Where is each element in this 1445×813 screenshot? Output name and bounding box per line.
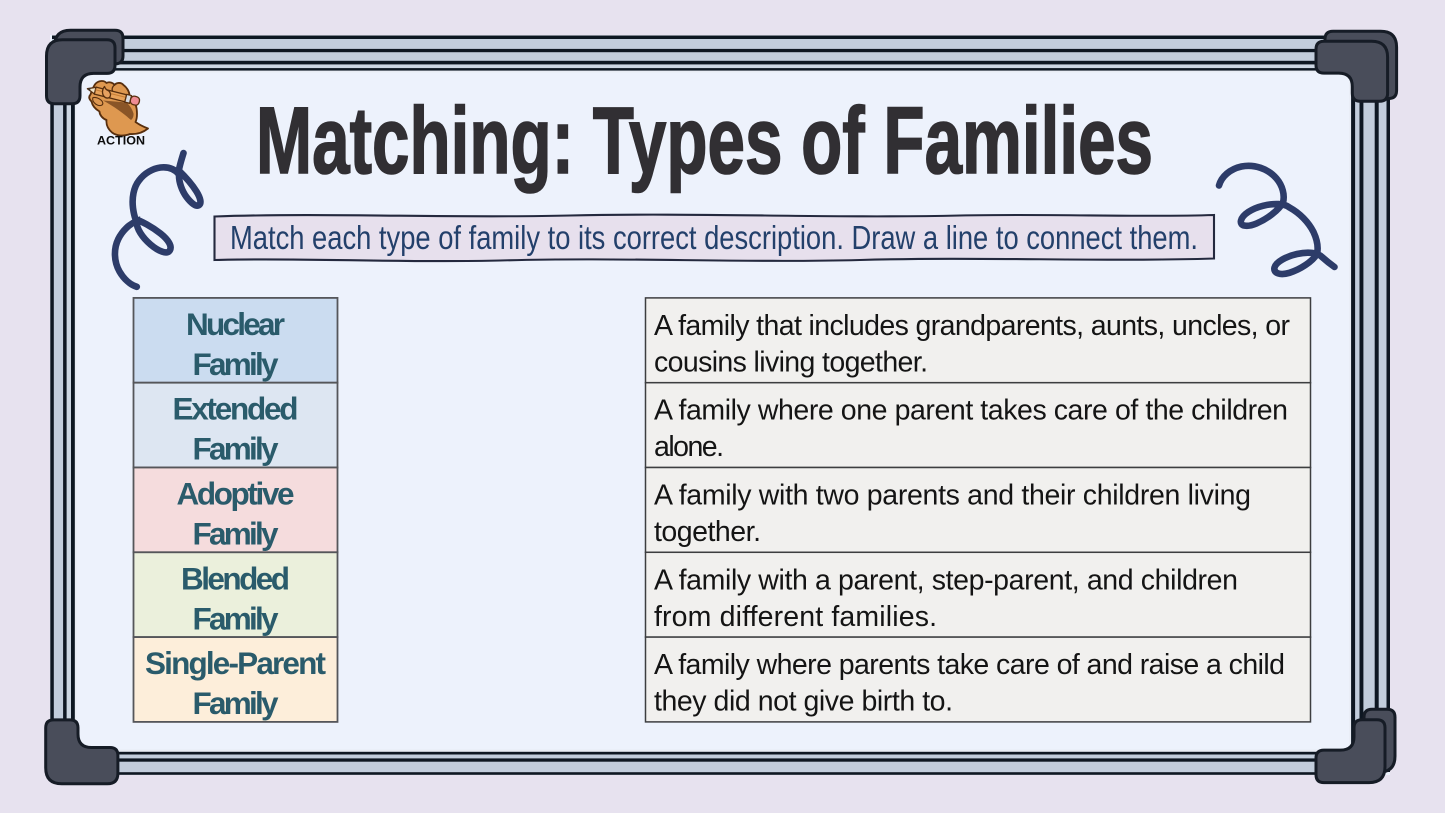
svg-text:A family that includes grandpa: A family that includes grandparents, aun… xyxy=(654,310,1291,342)
svg-text:Family: Family xyxy=(193,516,279,552)
svg-text:cousins living together.: cousins living together. xyxy=(654,346,928,378)
svg-text:Match each type of family to i: Match each type of family to its correct… xyxy=(230,219,1198,256)
svg-text:Single-Parent: Single-Parent xyxy=(145,645,327,681)
svg-text:Adoptive: Adoptive xyxy=(177,476,295,512)
svg-text:alone.: alone. xyxy=(654,431,724,463)
svg-text:Matching: Types of Families: Matching: Types of Families xyxy=(256,88,1153,194)
svg-text:A family where parents take ca: A family where parents take care of and … xyxy=(654,649,1285,681)
svg-text:A family with two parents and: A family with two parents and their chil… xyxy=(654,480,1251,512)
svg-text:from different families.: from different families. xyxy=(654,601,937,633)
svg-text:Family: Family xyxy=(193,346,279,382)
svg-text:they did not give birth to.: they did not give birth to. xyxy=(654,686,953,718)
svg-text:together.: together. xyxy=(654,516,761,548)
svg-text:Family: Family xyxy=(193,431,279,467)
svg-text:A family where one parent take: A family where one parent takes care of … xyxy=(654,395,1288,427)
svg-text:Family: Family xyxy=(193,600,279,636)
svg-text:Family: Family xyxy=(193,685,279,721)
svg-text:A family with a parent, step-p: A family with a parent, step-parent, and… xyxy=(654,564,1238,596)
svg-text:Blended: Blended xyxy=(181,560,290,596)
svg-text:ACTION: ACTION xyxy=(97,133,145,147)
svg-text:Nuclear: Nuclear xyxy=(186,306,285,342)
svg-text:Extended: Extended xyxy=(173,391,299,427)
